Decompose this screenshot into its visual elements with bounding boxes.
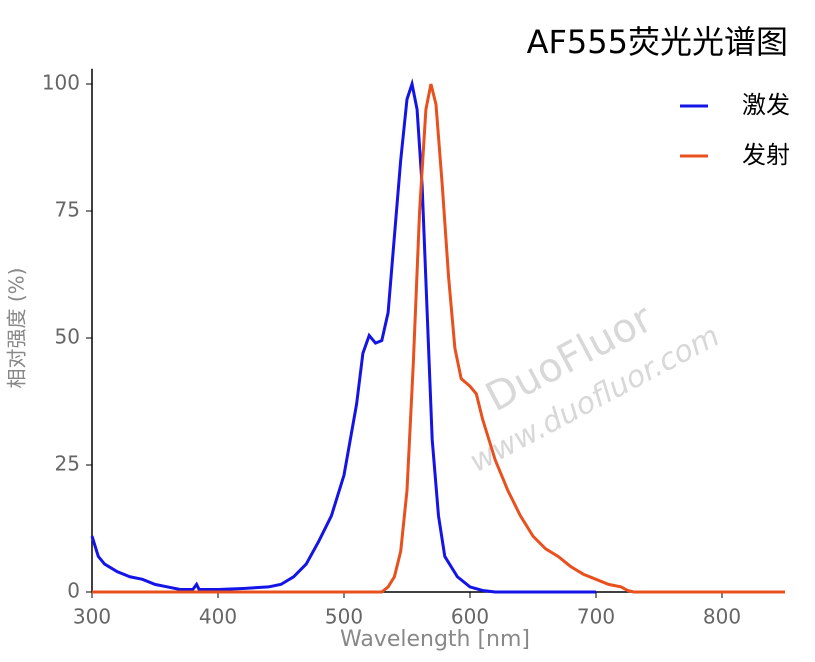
x-axis-label: Wavelength [nm]: [340, 627, 530, 652]
y-tick-label: 100: [42, 71, 80, 95]
x-tick-label: 500: [325, 605, 363, 629]
legend-label: 激发: [742, 91, 790, 119]
y-tick-label: 50: [55, 325, 80, 349]
line: [90, 78, 596, 594]
x-tick-label: 700: [577, 605, 615, 629]
x-tick-label: 600: [451, 605, 489, 629]
chart-title: AF555荧光光谱图: [527, 23, 788, 61]
legend-label: 发射: [742, 141, 790, 169]
y-tick-label: 0: [67, 579, 80, 603]
y-axis-label: 相对强度 (%): [5, 268, 29, 389]
x-tick-label: 300: [73, 605, 111, 629]
x-tick-label: 400: [199, 605, 237, 629]
x-tick-label: 800: [703, 605, 741, 629]
y-tick-label: 25: [55, 452, 80, 476]
y-tick-label: 75: [55, 198, 80, 222]
line: [92, 83, 785, 594]
